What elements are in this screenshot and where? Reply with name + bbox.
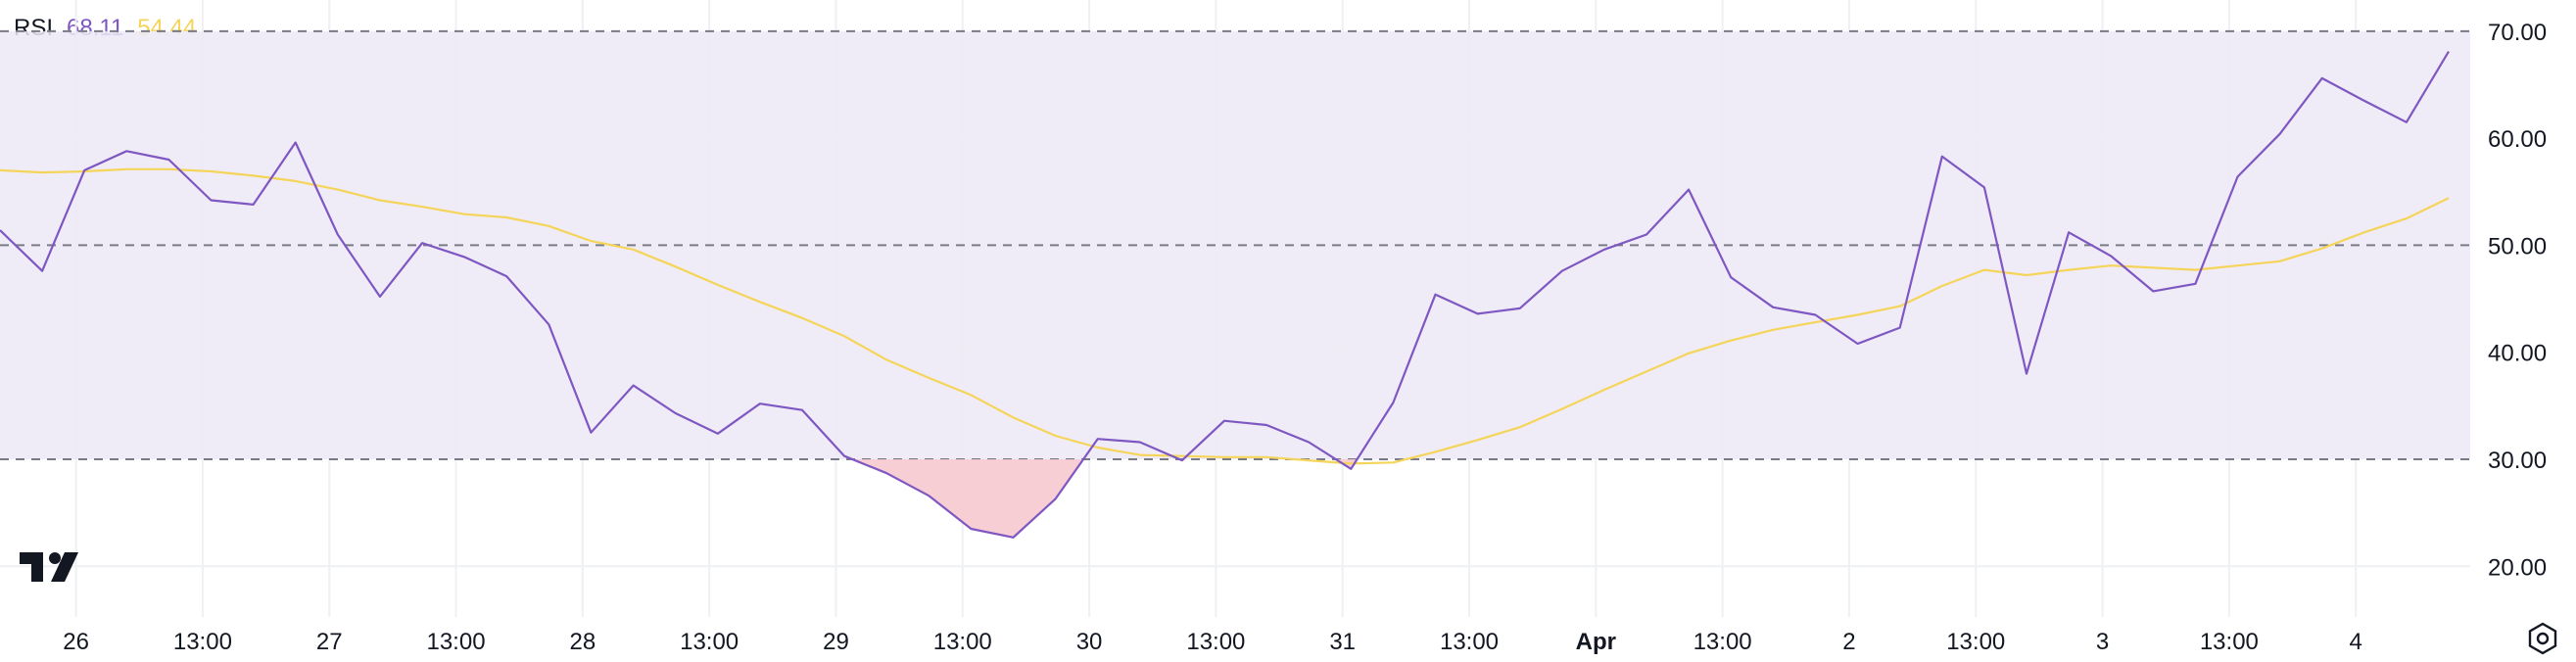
settings-icon[interactable] xyxy=(2525,621,2560,656)
overbought-oversold-band xyxy=(0,30,2470,459)
x-tick-label: 4 xyxy=(2349,629,2361,655)
y-tick-label: 70.00 xyxy=(2488,20,2547,46)
y-tick-label: 50.00 xyxy=(2488,233,2547,260)
x-tick-label: 13:00 xyxy=(1186,629,1245,655)
x-tick-label: Apr xyxy=(1576,629,1616,655)
x-tick-label: 27 xyxy=(316,629,343,655)
x-tick-label: 13:00 xyxy=(173,629,232,655)
x-tick-label: 2 xyxy=(1842,629,1855,655)
rsi-band xyxy=(0,29,2470,460)
y-tick-label: 30.00 xyxy=(2488,448,2547,474)
x-tick-label: 29 xyxy=(823,629,849,655)
y-tick-label: 60.00 xyxy=(2488,126,2547,153)
x-tick-label: 13:00 xyxy=(2200,629,2259,655)
series-lines xyxy=(0,51,2450,539)
x-tick-label: 13:00 xyxy=(1946,629,2005,655)
x-axis: 26 13:00 27 13:00 28 13:00 29 13:00 30 13:00 31 13:… xyxy=(63,629,2362,655)
oversold-fill xyxy=(852,459,1358,538)
x-tick-label: 3 xyxy=(2096,629,2109,655)
y-tick-label: 20.00 xyxy=(2488,554,2547,581)
oversold-area xyxy=(852,459,1084,538)
x-tick-label: 31 xyxy=(1329,629,1356,655)
tradingview-logo-icon[interactable] xyxy=(20,552,80,586)
x-tick-label: 13:00 xyxy=(680,629,739,655)
y-axis: 70.00 60.00 50.00 40.00 30.00 20.00 xyxy=(2488,20,2547,581)
x-tick-label: 13:00 xyxy=(426,629,485,655)
y-tick-label: 40.00 xyxy=(2488,341,2547,367)
x-tick-label: 28 xyxy=(569,629,596,655)
x-tick-label: 13:00 xyxy=(1440,629,1499,655)
x-tick-label: 30 xyxy=(1076,629,1103,655)
rsi-line xyxy=(0,51,2450,539)
x-tick-label: 26 xyxy=(63,629,89,655)
x-tick-label: 13:00 xyxy=(933,629,992,655)
x-tick-label: 13:00 xyxy=(1693,629,1752,655)
rsi-ma-line xyxy=(0,167,2450,465)
